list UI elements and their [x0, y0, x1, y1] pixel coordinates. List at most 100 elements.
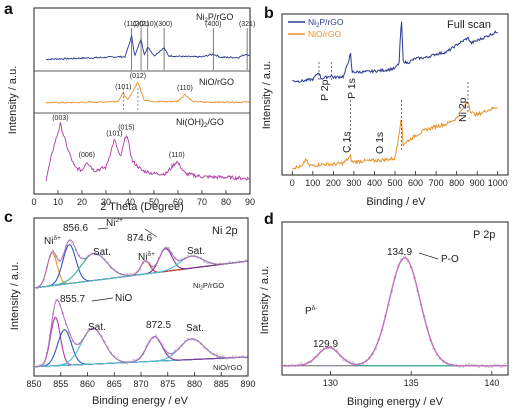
c-x-tick-label: 875	[160, 379, 175, 389]
a-reference-lines	[122, 28, 248, 112]
c-arrow-3	[91, 297, 114, 302]
c-x-tick-label: 850	[26, 379, 41, 389]
b-tick-group: 0 100 200 300 400 500 600 700 800 900 1000	[290, 171, 508, 188]
a-curve-group: (111)(201)(210) (300) (400) (321) (101) (012)…	[45, 21, 255, 182]
d-data-point	[468, 363, 471, 366]
panel-a: a 0 10 20 30 40 50 60 70 80 90 (111)(201)(210) (30…	[4, 1, 255, 213]
b-reference-lines	[318, 62, 469, 150]
c-curve-group	[32, 239, 249, 368]
b-peak-ni2p: Ni 2p	[457, 97, 469, 122]
a-peak-label: (400)	[205, 21, 221, 28]
c-data-point	[125, 362, 129, 365]
a-peak-label: (012)	[130, 73, 146, 80]
b-x-tick-label: 400	[367, 178, 382, 188]
frame-a	[33, 7, 251, 195]
b-peak-p2p: P 2p	[319, 79, 331, 101]
d-x-axis-label: Binging energy / eV	[347, 396, 444, 408]
d-envelope	[282, 257, 508, 367]
a-series-line	[45, 81, 250, 104]
c-x-tick-label: 865	[107, 379, 122, 389]
b-legend-nio: NiO/rGO	[308, 29, 341, 39]
a-legend-ni2p: Ni2P/rGO	[196, 12, 233, 24]
d-label-129: 129.9	[313, 339, 338, 350]
c-data-point	[174, 257, 177, 260]
a-legend-nioh2: Ni(OH)2/GO	[176, 117, 224, 129]
c-arrow-1	[97, 227, 109, 230]
panel-label-c: c	[4, 209, 13, 226]
b-series-line	[292, 101, 498, 170]
a-peak-label: (101)	[106, 131, 122, 138]
c-data-point	[132, 359, 135, 362]
c-data-point	[39, 284, 42, 287]
c-label-nidelta-1: Niδ+	[44, 235, 61, 247]
c-label-sat-4: Sat.	[186, 323, 204, 334]
c-label-sat-3: Sat.	[88, 322, 106, 333]
c-x-tick-label: 855	[53, 379, 68, 389]
a-peak-label: (321)	[239, 21, 255, 28]
c-label-sat-1: Sat.	[93, 247, 111, 258]
c-label-nidelta-2: Niδ+	[138, 251, 155, 263]
c-title: Ni 2p	[212, 225, 238, 237]
a-peak-label: (210)	[140, 21, 156, 28]
b-legend-ni2p: Ni2P/rGO	[308, 17, 344, 29]
d-x-tick-label: 130	[323, 378, 338, 388]
panel-label-b: b	[264, 5, 274, 22]
a-x-tick-label: 20	[77, 197, 87, 207]
b-peak-p1s: P 1s	[346, 78, 358, 99]
d-arrow	[418, 252, 439, 260]
d-x-tick-label: 140	[484, 378, 499, 388]
c-x-axis-label: Binding energy / eV	[92, 395, 189, 407]
a-peak-label: (003)	[52, 115, 68, 122]
c-label-856: 856.6	[63, 223, 88, 234]
c-y-axis-label: Intensity / a.u.	[9, 262, 21, 330]
a-y-axis-label: Intensity / a.u.	[7, 66, 19, 134]
a-legend-nio: NiO/rGO	[199, 77, 234, 87]
c-data-point	[222, 354, 225, 358]
c-x-tick-label: 885	[214, 379, 229, 389]
a-x-tick-label: 80	[221, 197, 231, 207]
b-x-tick-label: 700	[429, 178, 444, 188]
c-envelope-ni2p	[33, 239, 248, 289]
d-label-pdelta: Pδ-	[305, 305, 317, 317]
b-x-tick-label: 300	[346, 178, 361, 188]
b-x-tick-label: 800	[449, 178, 464, 188]
b-series-line	[292, 21, 498, 83]
d-title: P 2p	[473, 229, 495, 241]
a-x-tick-label: 50	[149, 197, 159, 207]
b-title: Full scan	[447, 19, 491, 31]
c-data-point	[154, 334, 158, 337]
c-x-tick-label: 880	[187, 379, 202, 389]
c-label-ni2plus: Ni2+	[106, 217, 123, 229]
a-tick-group: 0 10 20 30 40 50 60 70 80 90	[31, 190, 255, 207]
a-x-tick-label: 10	[53, 197, 63, 207]
c-x-tick-label: 860	[80, 379, 95, 389]
c-label-855: 855.7	[60, 294, 85, 305]
c-data-point	[202, 260, 206, 263]
a-peak-label: (111)	[124, 21, 139, 28]
a-peak-label: (015)	[118, 124, 134, 131]
a-peak-label: (110)	[177, 85, 193, 92]
b-peak-o1s: O 1s	[374, 132, 386, 154]
c-label-sat-2: Sat.	[187, 246, 205, 257]
c-label-872: 872.5	[146, 320, 171, 331]
b-x-tick-label: 200	[326, 178, 341, 188]
b-x-tick-label: 500	[387, 178, 402, 188]
b-x-tick-label: 900	[470, 178, 485, 188]
c-envelope-nio	[34, 299, 248, 368]
b-x-tick-label: 1000	[488, 178, 508, 188]
a-x-tick-label: 0	[31, 197, 36, 207]
c-arrow-2	[144, 228, 158, 238]
c-tick-group: 850 855 860 865 870 875 880 885 890	[26, 372, 256, 389]
a-x-tick-label: 60	[173, 197, 183, 207]
c-sample-bottom: NiO/rGO	[213, 363, 242, 372]
b-x-tick-label: 600	[408, 178, 423, 188]
a-x-axis-label: 2 Theta (Degree)	[100, 201, 184, 213]
b-x-axis-label: Binding / eV	[366, 196, 426, 208]
b-peak-c1s: C 1s	[341, 131, 353, 153]
a-peak-label: (110)	[169, 152, 185, 159]
panel-label-a: a	[4, 1, 13, 18]
c-label-nio: NiO	[115, 293, 132, 304]
c-data-point	[135, 271, 138, 274]
b-curve-group	[292, 21, 498, 170]
